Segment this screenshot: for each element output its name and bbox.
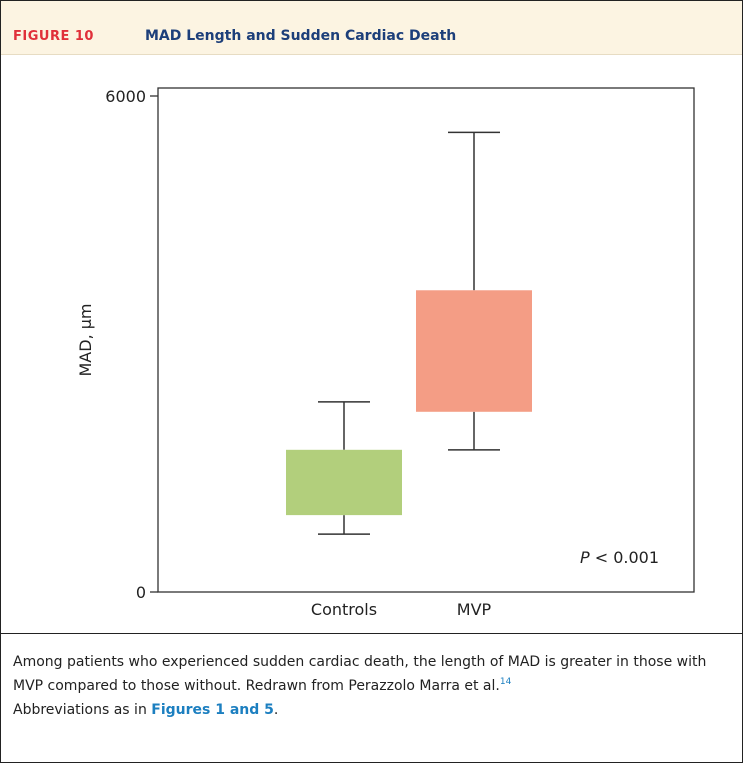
caption-abbrev-text: Abbreviations as in: [13, 702, 152, 718]
figure-label: FIGURE 10: [13, 29, 94, 44]
plot-frame: [157, 87, 695, 593]
iqr-box: [416, 290, 532, 412]
y-axis: 0 6000: [105, 87, 158, 602]
p-value-italic: P: [580, 548, 590, 567]
y-tick-label: 0: [136, 583, 146, 602]
box-controls: [286, 401, 402, 535]
figure-header: FIGURE 10 MAD Length and Sudden Cardiac …: [1, 1, 742, 55]
box-plot-chart: 0 6000 Controls MVP MAD, µm P < 0.001: [76, 87, 695, 619]
x-axis: Controls MVP: [311, 600, 492, 619]
reference-superscript[interactable]: 14: [499, 677, 512, 687]
figure-title: MAD Length and Sudden Cardiac Death: [145, 28, 457, 44]
figures-link[interactable]: Figures 1 and 5: [151, 702, 274, 718]
caption-divider: [1, 633, 742, 634]
iqr-box: [286, 449, 402, 516]
x-tick-label: Controls: [311, 600, 377, 619]
caption-period: .: [273, 702, 279, 718]
y-axis-label: MAD, µm: [76, 303, 95, 376]
boxes: [286, 131, 532, 535]
box-mvp: [416, 131, 532, 451]
p-value-annotation: P < 0.001: [580, 548, 659, 567]
x-tick-label: MVP: [457, 600, 492, 619]
figure-caption: Among patients who experienced sudden ca…: [13, 650, 728, 722]
caption-text: Among patients who experienced sudden ca…: [13, 654, 707, 694]
y-tick-label: 6000: [105, 87, 146, 106]
p-value-rest: < 0.001: [590, 548, 659, 567]
